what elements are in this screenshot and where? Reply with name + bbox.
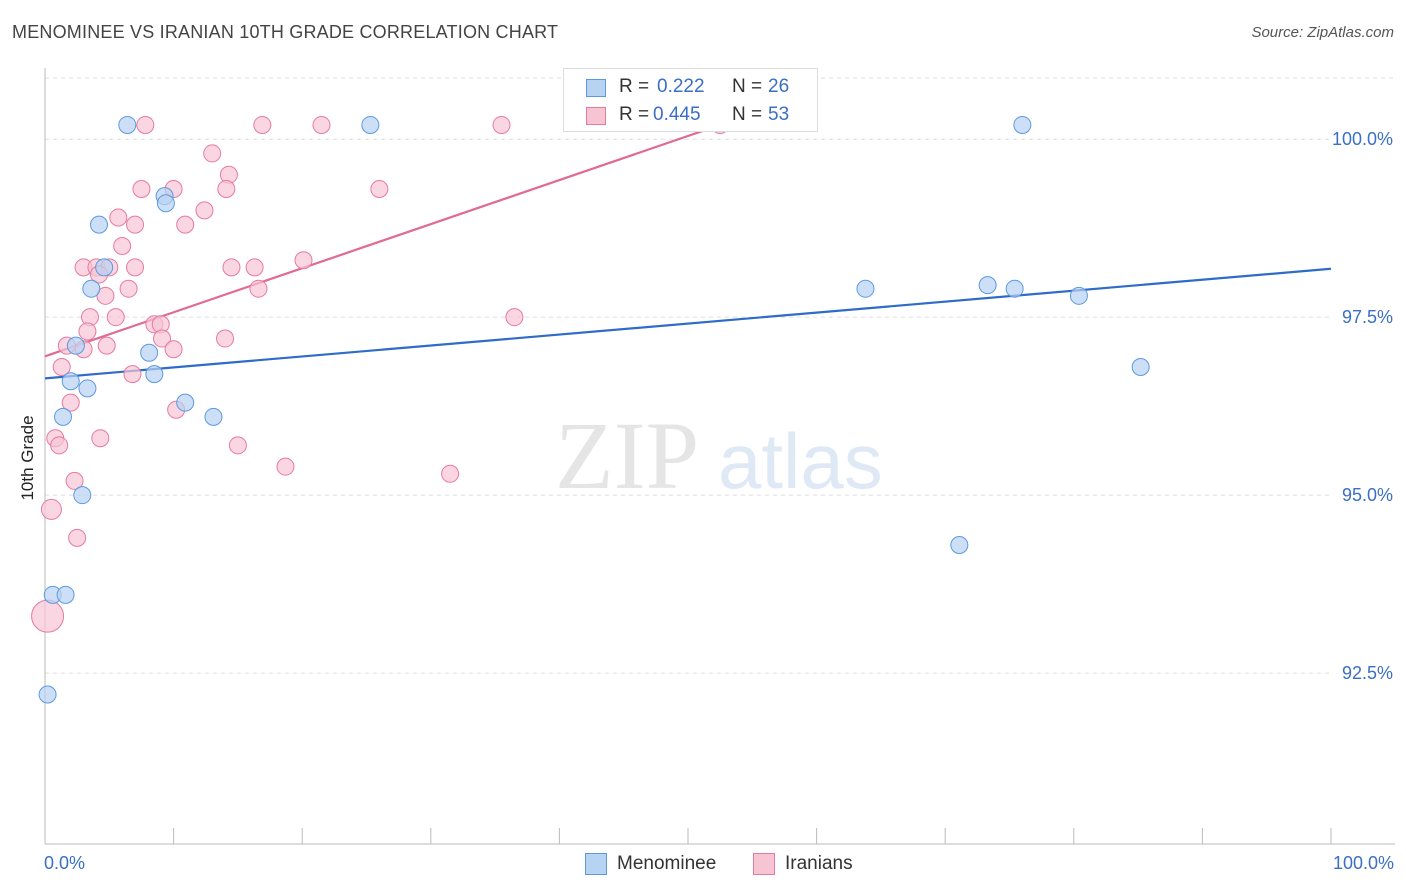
r-label: R =	[619, 76, 650, 97]
point-iranians	[245, 258, 264, 277]
source-credit: Source: ZipAtlas.com	[1251, 24, 1394, 41]
point-menominee	[978, 276, 997, 295]
chart-title: MENOMINEE VS IRANIAN 10TH GRADE CORRELAT…	[12, 22, 559, 42]
point-menominee	[176, 393, 195, 412]
point-iranians	[164, 340, 183, 359]
point-menominee	[82, 279, 101, 298]
point-iranians	[294, 251, 313, 270]
point-iranians	[253, 115, 272, 134]
point-menominee	[140, 343, 159, 362]
y-tick-label: 95.0%	[1342, 485, 1393, 505]
point-iranians	[106, 308, 125, 327]
point-menominee	[856, 279, 875, 298]
stats-legend: R = 0.222 N = 26 R = 0.445 N = 53	[563, 68, 818, 132]
point-menominee	[361, 115, 380, 134]
x-tick-label: 100.0%	[1333, 853, 1394, 873]
grid-lines	[45, 77, 1395, 674]
point-menominee	[118, 115, 137, 134]
point-iranians	[123, 365, 142, 384]
iranians-swatch	[586, 107, 606, 125]
y-tick-label: 92.5%	[1342, 663, 1393, 683]
r-value: 0.222	[657, 76, 705, 97]
point-iranians	[216, 329, 235, 348]
watermark-zip: ZIP	[555, 402, 699, 509]
point-menominee	[61, 372, 80, 391]
point-iranians	[132, 180, 151, 199]
point-iranians	[370, 180, 389, 199]
point-menominee	[56, 585, 75, 604]
point-menominee	[66, 336, 85, 355]
point-iranians	[61, 393, 80, 412]
point-menominee	[950, 535, 969, 554]
legend-label: Menominee	[617, 853, 717, 874]
x-tick-label: 0.0%	[44, 853, 85, 873]
point-iranians	[113, 236, 132, 255]
point-menominee	[54, 407, 73, 426]
point-iranians	[65, 471, 84, 490]
point-menominee	[156, 194, 175, 213]
n-label: N =	[732, 104, 763, 125]
point-iranians	[228, 436, 247, 455]
r-label: R =	[619, 104, 650, 125]
point-iranians	[40, 498, 62, 520]
menominee-legend-swatch	[585, 853, 607, 875]
trend-lines	[44, 123, 1332, 380]
r-value: 0.445	[653, 104, 701, 125]
point-menominee	[90, 215, 109, 234]
point-menominee	[1005, 279, 1024, 298]
point-iranians	[505, 308, 524, 327]
point-iranians	[50, 436, 69, 455]
point-menominee	[1131, 358, 1150, 377]
point-iranians	[176, 215, 195, 234]
point-iranians	[312, 115, 331, 134]
point-iranians	[222, 258, 241, 277]
point-menominee	[145, 365, 164, 384]
point-iranians	[153, 329, 172, 348]
point-iranians	[52, 358, 71, 377]
point-iranians	[109, 208, 128, 227]
y-tick-label: 100.0%	[1332, 129, 1393, 149]
point-iranians	[276, 457, 295, 476]
point-iranians	[195, 201, 214, 220]
y-tick-label: 97.5%	[1342, 307, 1393, 327]
point-iranians	[96, 286, 115, 305]
point-iranians	[97, 336, 116, 355]
point-menominee	[204, 407, 223, 426]
data-points	[31, 115, 1150, 704]
point-iranians	[31, 599, 65, 633]
point-menominee	[73, 486, 92, 505]
point-menominee	[78, 379, 97, 398]
point-iranians	[441, 464, 460, 483]
axes	[44, 68, 1395, 845]
n-value: 26	[768, 76, 790, 97]
point-iranians	[249, 279, 268, 298]
iranians-legend-swatch	[753, 853, 775, 875]
watermark-atlas: atlas	[718, 417, 883, 505]
point-iranians	[217, 180, 236, 199]
point-menominee	[38, 685, 57, 704]
n-value: 53	[768, 104, 790, 125]
point-iranians	[126, 215, 145, 234]
n-label: N =	[732, 76, 763, 97]
point-iranians	[203, 144, 222, 163]
point-iranians	[78, 322, 97, 341]
point-menominee	[1069, 286, 1088, 305]
tick-labels: 92.5% 95.0% 97.5% 100.0% 0.0% 100.0%	[44, 129, 1394, 873]
point-menominee	[1013, 115, 1032, 134]
point-iranians	[91, 429, 110, 448]
point-iranians	[68, 528, 87, 547]
legend-label: Iranians	[785, 853, 853, 874]
menominee-swatch	[586, 79, 606, 97]
point-iranians	[126, 258, 145, 277]
point-iranians	[119, 279, 138, 298]
point-iranians	[492, 115, 511, 134]
point-iranians	[136, 115, 155, 134]
point-menominee	[95, 258, 114, 277]
trend-line-menominee	[44, 267, 1332, 380]
